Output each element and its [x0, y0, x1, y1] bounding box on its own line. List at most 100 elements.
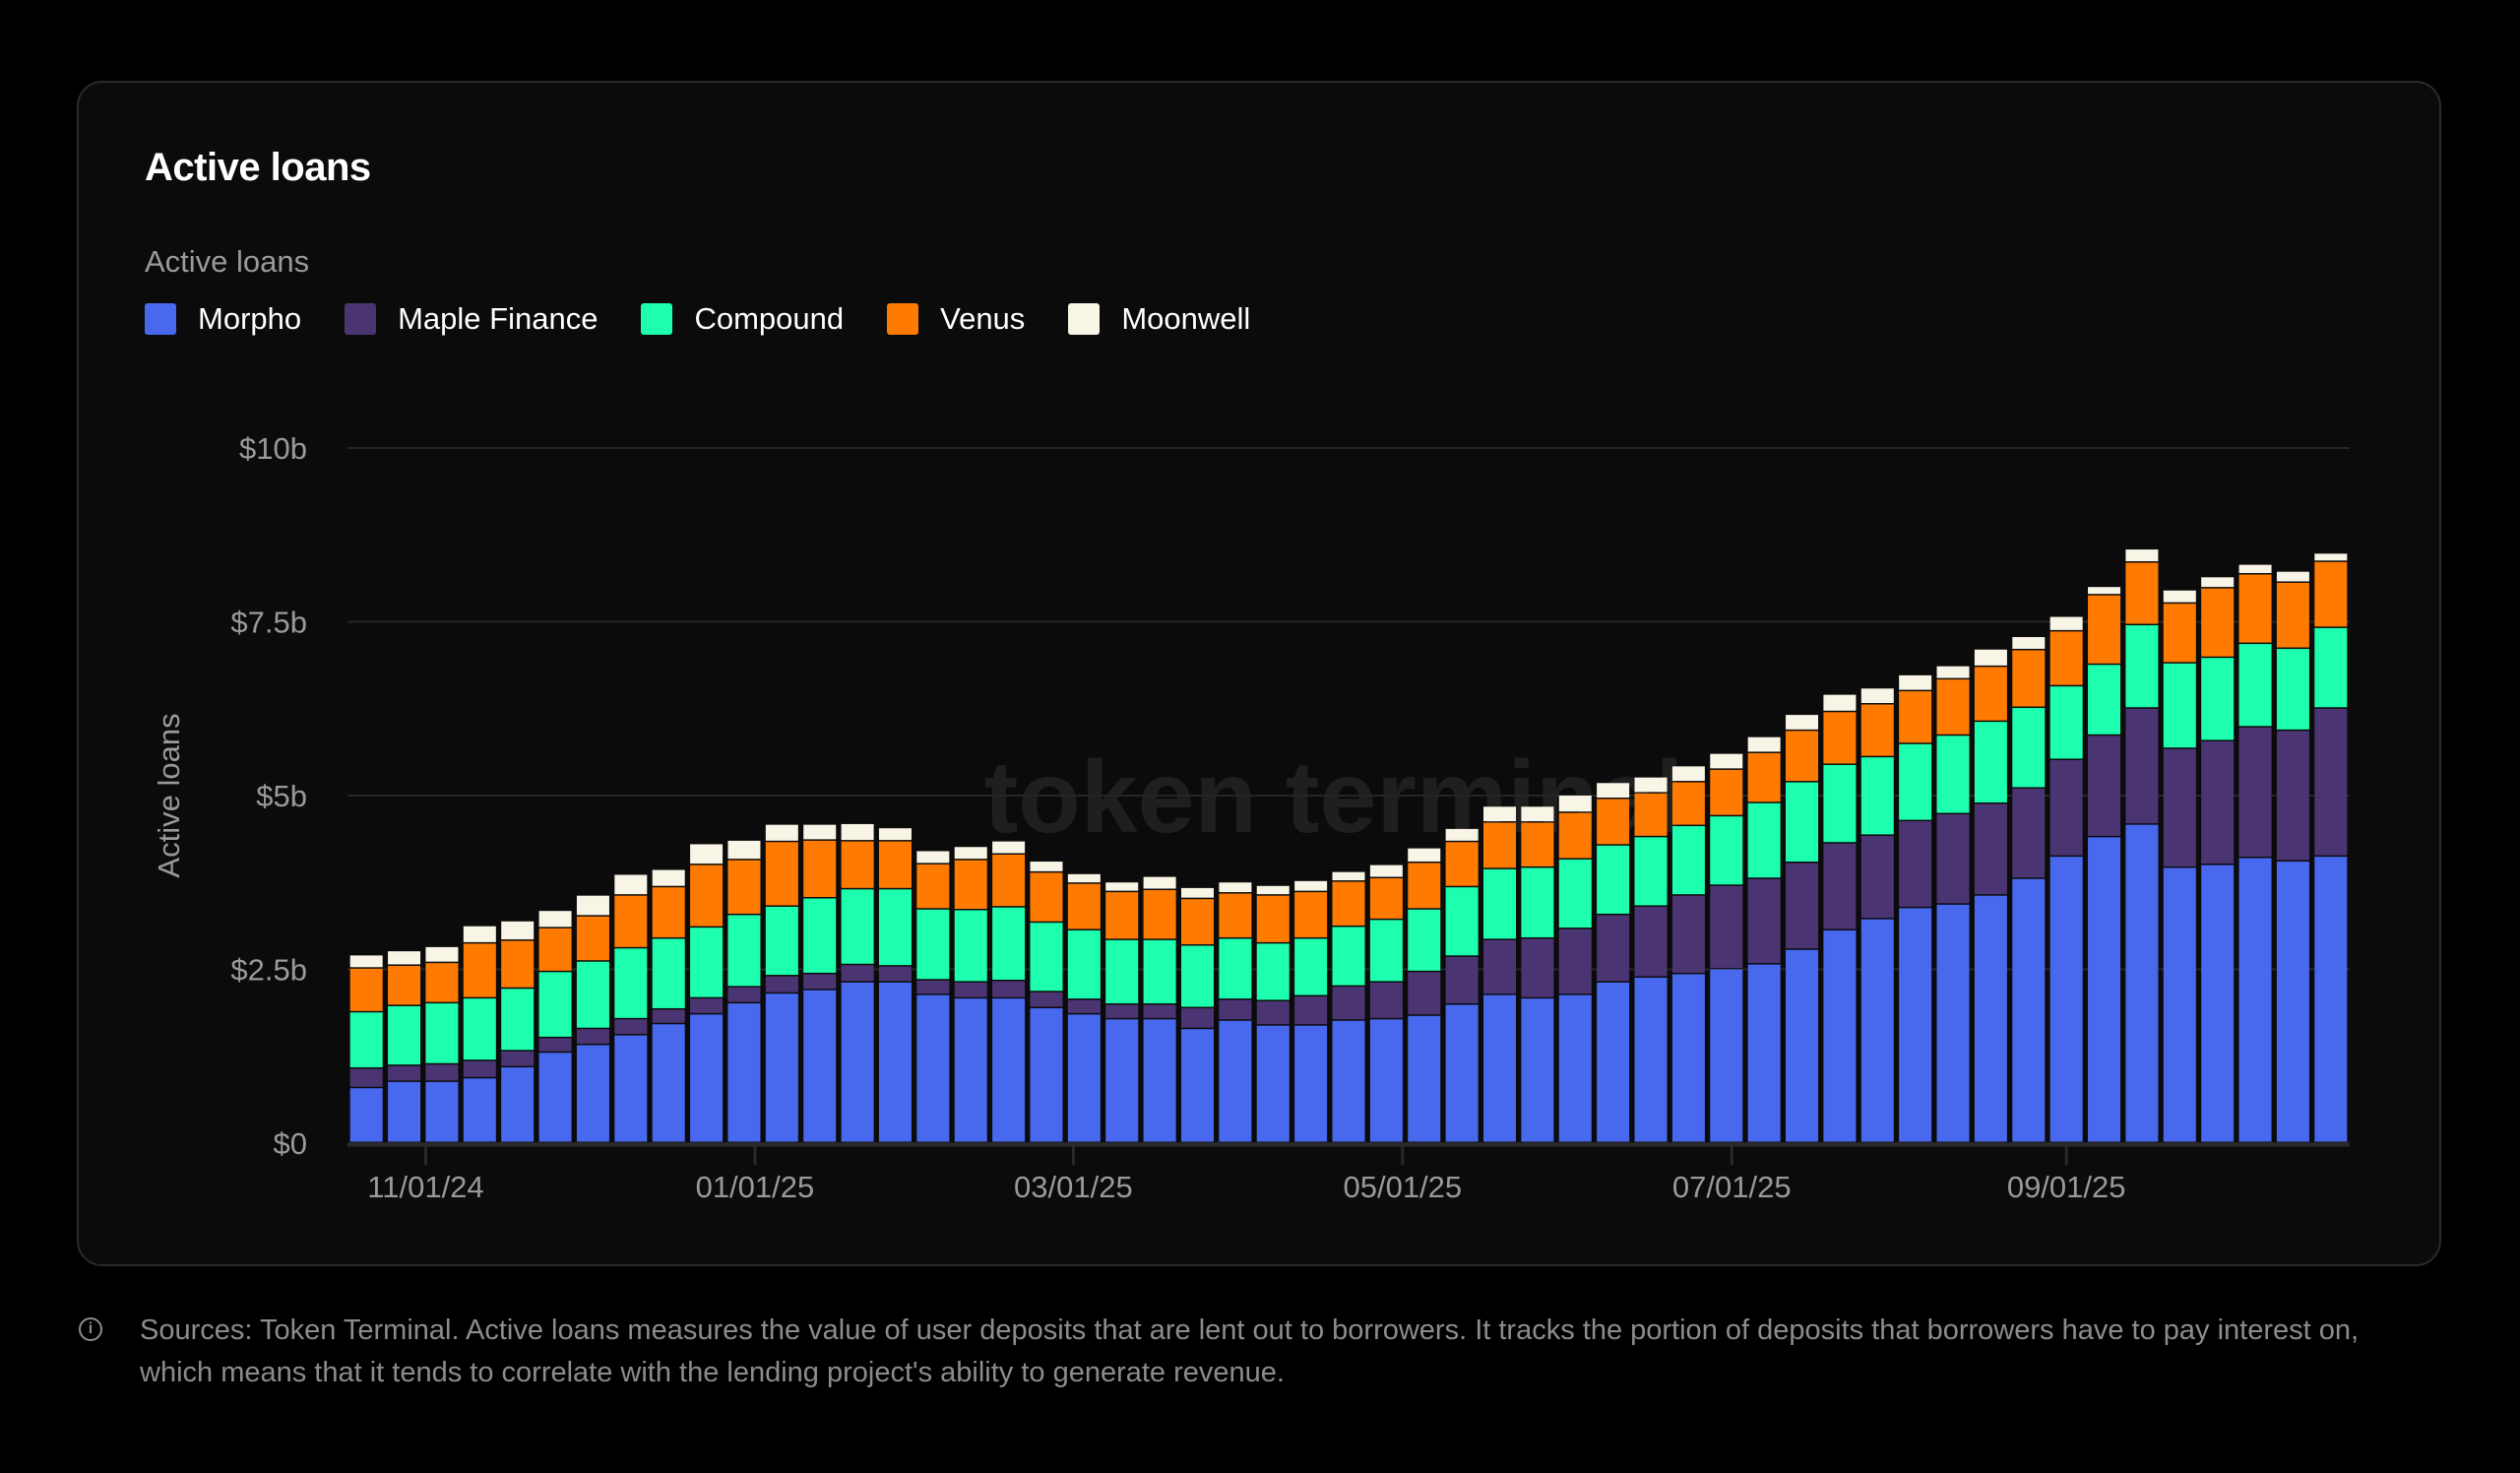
- bar-segment-venus: [727, 860, 761, 914]
- bar-segment-venus: [2314, 561, 2348, 627]
- bar-segment-moonwell: [2125, 549, 2159, 561]
- legend: Morpho Maple Finance Compound Venus Moonwell: [145, 301, 1250, 337]
- legend-item-moonwell[interactable]: Moonwell: [1068, 301, 1250, 337]
- bar-segment-maple-finance: [1860, 835, 1894, 919]
- bar-segment-maple-finance: [1067, 999, 1101, 1013]
- bar-segment-maple-finance: [1445, 956, 1479, 1004]
- bar-segment-morpho: [1899, 908, 1932, 1142]
- bar-segment-venus: [1597, 799, 1630, 845]
- bar-segment-venus: [2125, 562, 2159, 624]
- bar-segment-moonwell: [1558, 796, 1592, 812]
- bar-segment-venus: [1521, 822, 1554, 866]
- bar-segment-moonwell: [1974, 649, 2007, 666]
- bar-segment-compound: [690, 928, 724, 997]
- bar-segment-morpho: [1256, 1025, 1290, 1142]
- bar-segment-compound: [2201, 658, 2235, 740]
- bar-segment-moonwell: [1521, 806, 1554, 822]
- bar-segment-compound: [425, 1003, 459, 1063]
- bar-segment-compound: [1030, 923, 1063, 992]
- bar-segment-moonwell: [841, 823, 874, 841]
- bar-segment-venus: [992, 855, 1026, 907]
- bar-segment-compound: [992, 907, 1026, 981]
- bar-segment-moonwell: [1143, 876, 1176, 889]
- bar-segment-morpho: [1369, 1019, 1403, 1142]
- legend-item-maple-finance[interactable]: Maple Finance: [345, 301, 598, 337]
- bar-segment-maple-finance: [1219, 999, 1252, 1020]
- bar-segment-morpho: [538, 1053, 572, 1142]
- bar-segment-compound: [1860, 757, 1894, 835]
- bar-segment-compound: [2012, 708, 2046, 788]
- bar-segment-moonwell: [1786, 715, 1819, 730]
- bar-segment-maple-finance: [1936, 814, 1970, 904]
- bar-segment-venus: [1294, 892, 1328, 937]
- bar-segment-compound: [1786, 782, 1819, 862]
- legend-title: Active loans: [145, 244, 310, 279]
- bar-segment-compound: [1408, 909, 1441, 971]
- bar-segment-moonwell: [727, 840, 761, 860]
- bar-segment-venus: [1671, 782, 1705, 825]
- bar-segment-venus: [954, 860, 987, 909]
- bar-segment-moonwell: [652, 869, 685, 886]
- legend-item-morpho[interactable]: Morpho: [145, 301, 301, 337]
- bar-segment-morpho: [727, 1003, 761, 1142]
- bar-segment-morpho: [2012, 878, 2046, 1142]
- bar-segment-moonwell: [1067, 873, 1101, 883]
- bar-segment-venus: [1558, 812, 1592, 859]
- bar-segment-morpho: [992, 998, 1026, 1142]
- bar-segment-morpho: [1180, 1029, 1214, 1142]
- legend-label: Venus: [940, 301, 1026, 336]
- bar-segment-morpho: [463, 1078, 496, 1142]
- bar-segment-morpho: [2201, 865, 2235, 1142]
- bar-segment-compound: [538, 972, 572, 1037]
- bar-segment-moonwell: [992, 841, 1026, 854]
- bar-segment-compound: [1671, 826, 1705, 895]
- bar-segment-venus: [576, 916, 609, 961]
- bar-segment-morpho: [1597, 982, 1630, 1142]
- bar-segment-venus: [1860, 704, 1894, 756]
- legend-item-compound[interactable]: Compound: [641, 301, 844, 337]
- bar-segment-maple-finance: [690, 998, 724, 1013]
- bar-segment-venus: [538, 928, 572, 971]
- bar-segment-venus: [878, 841, 912, 888]
- legend-swatch: [887, 303, 919, 335]
- bar-segment-compound: [2238, 644, 2272, 727]
- legend-label: Morpho: [198, 301, 302, 336]
- bar-segment-moonwell: [803, 824, 837, 840]
- bar-segment-venus: [1067, 883, 1101, 929]
- bar-segment-compound: [1067, 929, 1101, 999]
- bar-segment-morpho: [1521, 998, 1554, 1142]
- bar-segment-morpho: [1408, 1015, 1441, 1142]
- bar-segment-maple-finance: [1180, 1008, 1214, 1028]
- legend-label: Compound: [694, 301, 845, 336]
- bar-segment-moonwell: [1030, 862, 1063, 871]
- bar-segment-venus: [1747, 752, 1781, 802]
- bar-segment-maple-finance: [1408, 972, 1441, 1015]
- bar-segment-moonwell: [2276, 571, 2309, 582]
- bar-segment-compound: [2163, 663, 2196, 748]
- bar-segment-morpho: [1823, 929, 1857, 1142]
- bar-segment-compound: [2276, 649, 2309, 730]
- bar-segment-morpho: [1974, 895, 2007, 1142]
- bar-segment-moonwell: [878, 828, 912, 841]
- bar-segment-venus: [841, 841, 874, 888]
- bar-segment-moonwell: [1747, 736, 1781, 752]
- bar-segment-morpho: [1105, 1019, 1139, 1142]
- bar-segment-moonwell: [2012, 637, 2046, 649]
- bar-segment-maple-finance: [349, 1068, 383, 1087]
- bar-segment-morpho: [690, 1014, 724, 1142]
- legend-label: Moonwell: [1121, 301, 1251, 336]
- bar-segment-moonwell: [1219, 882, 1252, 893]
- legend-item-venus[interactable]: Venus: [887, 301, 1025, 337]
- bar-segment-compound: [1180, 945, 1214, 1007]
- bar-segment-venus: [1786, 731, 1819, 782]
- info-icon: i: [79, 1317, 102, 1341]
- bar-segment-venus: [2049, 631, 2083, 685]
- bar-segment-compound: [1219, 938, 1252, 999]
- bar-segment-venus: [803, 840, 837, 897]
- bar-segment-morpho: [1634, 977, 1668, 1142]
- bar-segment-compound: [1558, 859, 1592, 929]
- x-tick-label: 11/01/24: [367, 1170, 483, 1204]
- bar-segment-morpho: [2049, 857, 2083, 1142]
- bar-segment-maple-finance: [1030, 992, 1063, 1007]
- bar-segment-moonwell: [538, 911, 572, 928]
